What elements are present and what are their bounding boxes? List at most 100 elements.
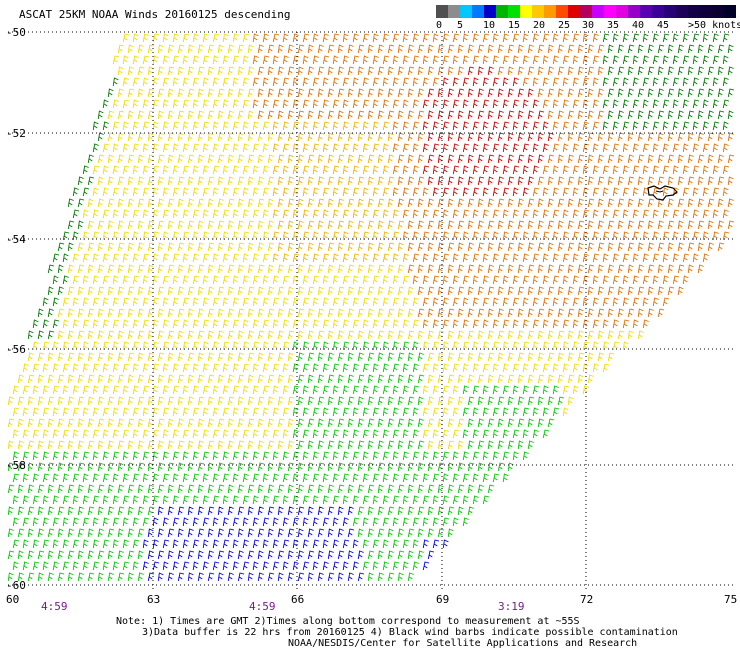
wind-barb [447,44,455,54]
wind-barb [407,528,415,538]
wind-barb [327,308,335,318]
wind-barb [152,451,159,461]
wind-barb [467,352,474,362]
wind-barb [457,264,464,274]
wind-barb [342,385,349,395]
wind-barb [22,495,29,505]
wind-barb [157,352,165,362]
wind-barb [522,297,529,307]
wind-barb [682,33,689,43]
wind-barb [342,55,349,65]
wind-barb [262,561,269,571]
wind-barb [507,88,514,98]
wind-barb [442,539,449,549]
wind-barb [517,66,524,76]
wind-barb [262,99,269,109]
wind-barb [102,187,109,197]
wind-barb [172,121,180,131]
wind-barb [522,77,530,87]
wind-barb [537,66,544,76]
wind-barb [162,495,169,505]
wind-barb [367,374,374,384]
wind-barb [457,66,464,76]
wind-barb [222,473,230,483]
wind-barb [587,154,594,164]
wind-barb [427,286,435,296]
wind-barb [342,275,350,285]
legend-swatch [448,5,460,18]
wind-barb [717,176,725,186]
wind-barb [472,363,479,373]
wind-barb [87,220,94,230]
wind-barb [532,341,539,351]
wind-barb [282,99,289,109]
wind-barb [422,121,429,131]
wind-barb [22,363,29,373]
wind-barb [622,187,630,197]
wind-barb [437,264,445,274]
wind-barb [7,484,15,494]
wind-barb [377,308,384,318]
wind-barb [547,418,555,428]
wind-barb [192,209,200,219]
wind-barb [47,352,54,362]
wind-barb [417,308,425,318]
wind-barb [552,99,559,109]
wind-barb [507,462,514,472]
wind-barb [652,143,659,153]
wind-barb [492,341,500,351]
wind-barb [612,231,619,241]
wind-barb [382,407,389,417]
wind-barb [237,462,244,472]
wind-barb [157,418,165,428]
wind-barb [97,528,104,538]
wind-barb [232,165,239,175]
wind-barb [217,352,225,362]
wind-barb [632,121,639,131]
wind-barb [147,286,154,296]
wind-barb [122,341,129,351]
wind-barb [707,198,715,208]
wind-barb [677,66,685,76]
wind-barb [537,44,545,54]
wind-barb [517,440,524,450]
wind-barb [727,154,735,164]
wind-barb [562,99,569,109]
wind-barb [297,176,305,186]
wind-barb [127,264,134,274]
wind-barb [272,297,280,307]
wind-barb [322,363,329,373]
wind-barb [457,132,464,142]
wind-barb [562,231,569,241]
wind-barb [52,517,60,527]
wind-barb [147,462,154,472]
wind-barb [412,319,420,329]
wind-barb [572,187,579,197]
wind-barb [412,385,420,395]
wind-barb [122,385,129,395]
wind-barb [417,66,424,76]
wind-barb [202,297,209,307]
wind-barb [667,242,674,252]
wind-barb [27,418,34,428]
wind-barb [297,352,304,362]
wind-barb [47,462,55,472]
wind-barb [427,242,434,252]
wind-barb [47,572,54,582]
wind-barb [292,99,299,109]
wind-barb [102,275,110,285]
wind-barb [267,550,274,560]
wind-barb [402,33,409,43]
wind-barb [237,154,244,164]
wind-barb [142,187,150,197]
wind-barb [442,319,450,329]
wind-barb [672,121,679,131]
wind-barb [462,297,469,307]
wind-barb [117,418,124,428]
wind-barb [492,385,499,395]
wind-barb [42,363,49,373]
wind-barb [237,418,244,428]
wind-barb [142,297,149,307]
wind-barb [507,154,514,164]
wind-barb [82,495,89,505]
